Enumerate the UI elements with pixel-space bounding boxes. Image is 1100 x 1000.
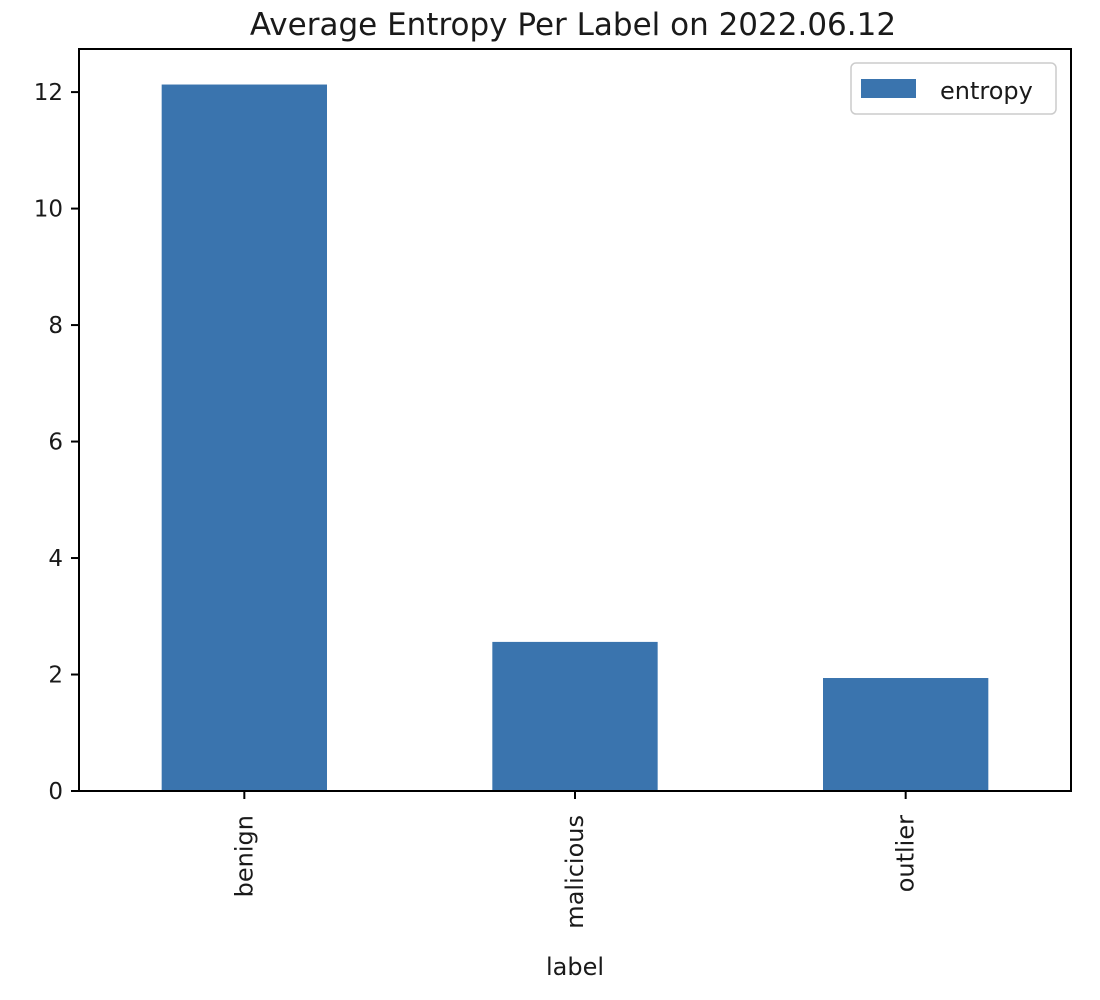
x-tick-label-benign: benign [230,815,258,897]
x-axis-label: label [546,953,604,981]
y-tick-label: 4 [48,546,63,572]
y-tick-label: 2 [48,663,63,689]
x-tick-label-malicious: malicious [561,815,589,929]
x-tick-label-outlier: outlier [892,815,920,892]
legend-frame [850,62,1057,115]
bar-benign [161,84,327,791]
legend-swatch-entropy [861,79,916,98]
x-axis: benign malicious outlier [230,791,920,929]
y-tick-label: 10 [34,197,63,223]
y-tick-label: 8 [48,313,63,339]
bar-malicious [492,641,658,791]
legend: entropy [850,62,1057,115]
y-tick-label: 12 [34,80,63,106]
legend-label-entropy: entropy [940,77,1033,105]
y-axis: 0 2 4 6 8 10 12 [34,80,79,805]
bar-outlier [823,678,989,791]
bars-layer [161,84,989,791]
chart-title: Average Entropy Per Label on 2022.06.12 [250,7,896,43]
y-tick-label: 0 [48,779,63,805]
y-tick-label: 6 [48,430,63,456]
